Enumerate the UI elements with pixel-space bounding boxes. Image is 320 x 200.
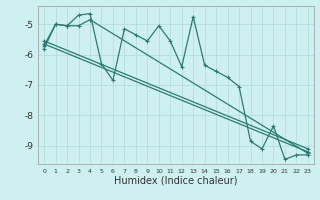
X-axis label: Humidex (Indice chaleur): Humidex (Indice chaleur) (114, 175, 238, 185)
